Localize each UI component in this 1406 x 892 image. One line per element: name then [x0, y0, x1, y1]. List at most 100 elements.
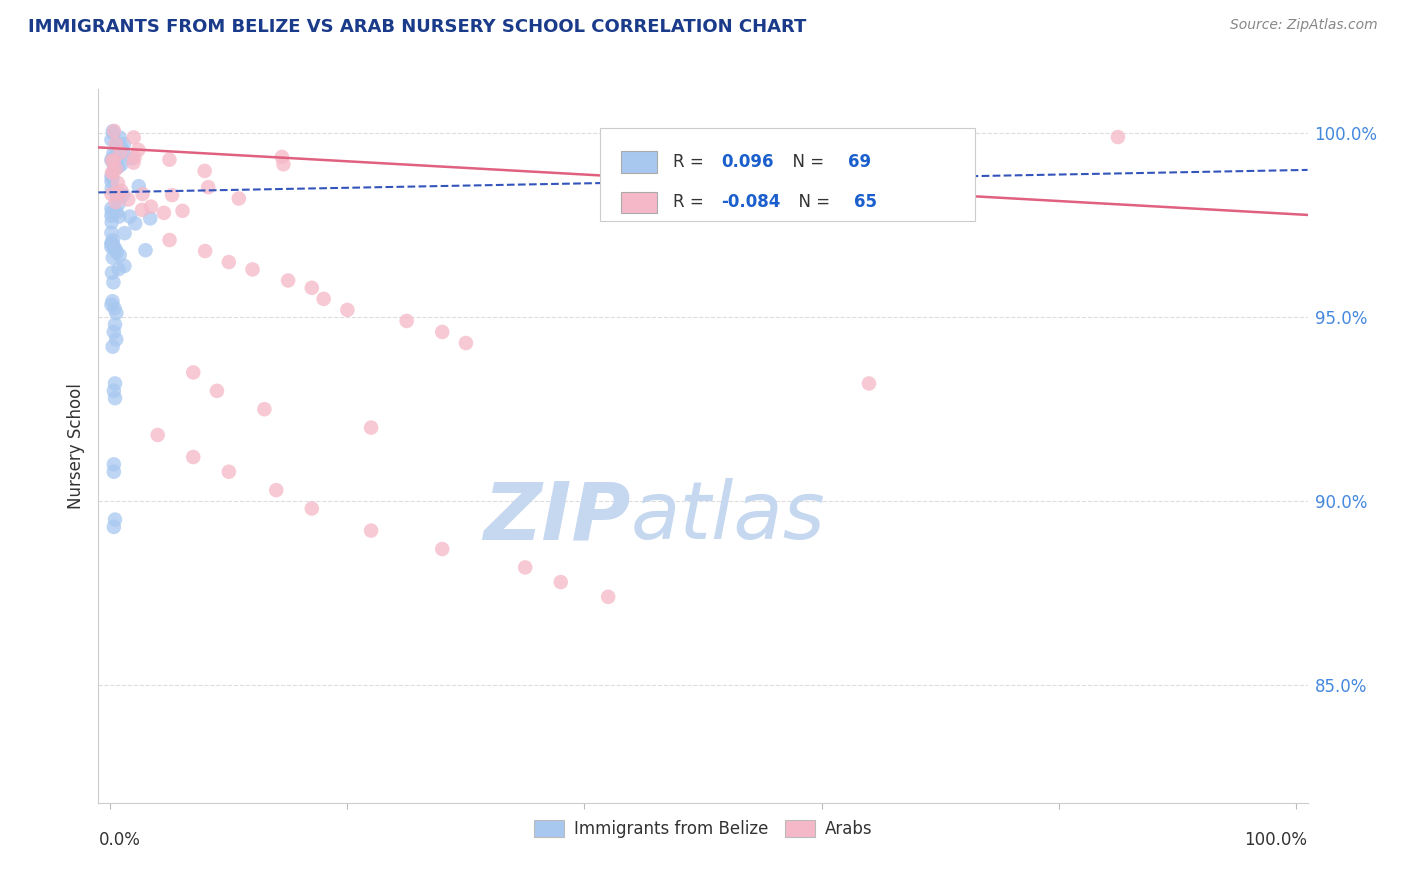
Point [100, 187, 122, 202]
Point [160, 188, 183, 202]
Point [205, 384, 228, 398]
Point [104, 194, 127, 209]
Point [110, 184, 132, 198]
Point [112, 187, 135, 202]
Point [128, 179, 150, 194]
Point [101, 171, 124, 186]
Point [101, 124, 124, 138]
Point [103, 127, 125, 141]
Point [103, 465, 125, 479]
Point [301, 501, 323, 516]
Point [515, 560, 537, 574]
Point [107, 186, 129, 201]
Point [100, 202, 122, 216]
Point [253, 402, 276, 417]
Point [101, 266, 124, 280]
Point [1107, 130, 1129, 145]
Point [159, 233, 181, 247]
Point [100, 240, 122, 254]
Point [100, 169, 122, 184]
Text: 0.0%: 0.0% [98, 831, 141, 849]
Point [110, 157, 132, 171]
Text: 65: 65 [855, 194, 877, 211]
Point [197, 180, 219, 194]
Point [100, 153, 122, 168]
Point [157, 153, 180, 167]
Point [432, 541, 454, 556]
Point [104, 376, 127, 391]
Point [127, 143, 149, 157]
Text: atlas: atlas [630, 478, 825, 557]
Point [432, 325, 454, 339]
Point [101, 152, 124, 166]
Point [218, 465, 240, 479]
Point [100, 174, 122, 188]
Point [598, 590, 620, 604]
Point [105, 245, 128, 260]
Point [103, 301, 125, 316]
Point [103, 275, 125, 289]
Point [181, 366, 204, 380]
Text: Source: ZipAtlas.com: Source: ZipAtlas.com [1230, 18, 1378, 32]
Point [105, 205, 128, 219]
Point [112, 259, 135, 273]
Point [103, 520, 125, 534]
Point [103, 165, 125, 179]
Point [135, 244, 157, 258]
Point [103, 325, 125, 339]
Point [121, 152, 143, 166]
Point [105, 161, 128, 176]
Point [146, 428, 169, 442]
Point [104, 161, 127, 175]
Point [105, 152, 128, 166]
Point [107, 176, 129, 190]
Point [122, 130, 145, 145]
Point [103, 458, 125, 472]
Point [101, 153, 124, 168]
Text: R =: R = [672, 153, 709, 171]
Point [103, 153, 125, 168]
Point [270, 150, 292, 164]
Point [111, 145, 134, 159]
Point [117, 193, 139, 207]
Point [105, 136, 128, 151]
Point [122, 155, 145, 169]
Point [153, 206, 176, 220]
Point [101, 235, 124, 250]
Point [194, 244, 217, 258]
Point [550, 575, 572, 590]
Point [104, 184, 127, 198]
Point [101, 294, 124, 309]
Point [172, 203, 194, 218]
Text: 0.096: 0.096 [721, 153, 773, 171]
Point [277, 273, 299, 287]
FancyBboxPatch shape [621, 152, 657, 173]
Point [104, 391, 127, 405]
Point [131, 186, 153, 201]
Point [105, 306, 128, 320]
FancyBboxPatch shape [621, 192, 657, 213]
Point [100, 181, 122, 195]
Point [360, 524, 382, 538]
Point [103, 157, 125, 171]
Point [139, 211, 162, 226]
Point [218, 255, 240, 269]
Point [110, 140, 132, 154]
Point [264, 483, 287, 497]
Point [301, 281, 323, 295]
Point [104, 318, 127, 332]
Point [105, 332, 128, 346]
Point [118, 210, 141, 224]
Point [273, 157, 295, 171]
Point [100, 209, 122, 223]
Point [108, 196, 131, 211]
Y-axis label: Nursery School: Nursery School [67, 383, 86, 509]
Point [101, 237, 124, 252]
Text: ZIP: ZIP [484, 478, 630, 557]
Point [101, 205, 124, 219]
Point [100, 236, 122, 251]
FancyBboxPatch shape [600, 128, 976, 221]
Text: R =: R = [672, 194, 709, 211]
Point [110, 145, 132, 160]
Point [101, 340, 124, 354]
